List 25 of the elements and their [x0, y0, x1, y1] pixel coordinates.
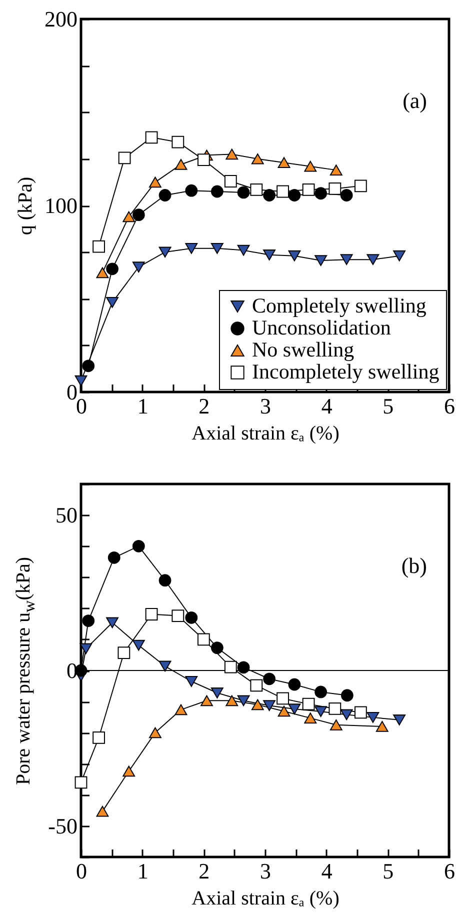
- x-tick-label: 4: [321, 394, 332, 418]
- x-tick-label: 1: [137, 858, 148, 884]
- y-tick-label: 200: [44, 6, 78, 32]
- x-tick-label: 1: [137, 394, 148, 418]
- y-tick-label: 100: [44, 193, 78, 218]
- annotation: (b): [401, 553, 427, 578]
- y-tick-label: 50: [56, 502, 78, 528]
- x-tick-label: 2: [198, 394, 210, 418]
- legend-label: Unconsolidation: [252, 316, 392, 340]
- x-tick-label: 3: [260, 858, 271, 884]
- annotation: (a): [402, 88, 427, 113]
- x-tick-label: 6: [444, 858, 455, 884]
- x-tick-label: 4: [321, 858, 332, 884]
- x-tick-label: 5: [382, 858, 394, 884]
- x-tick-label: 6: [444, 394, 455, 418]
- x-tick-label: 5: [382, 394, 394, 418]
- legend-label: No swelling: [252, 338, 355, 362]
- y-tick-label: -50: [48, 813, 78, 838]
- y-axis-title: q (kPa): [14, 176, 38, 235]
- legend-label: Incompletely swelling: [252, 360, 440, 384]
- x-axis-title: Axial strain εₐ (%): [192, 888, 340, 910]
- x-tick-label: 2: [198, 858, 210, 884]
- legend-label: Completely swelling: [252, 294, 427, 318]
- x-tick-label: 3: [260, 394, 271, 418]
- x-axis-title: Axial strain εₐ (%): [192, 422, 340, 444]
